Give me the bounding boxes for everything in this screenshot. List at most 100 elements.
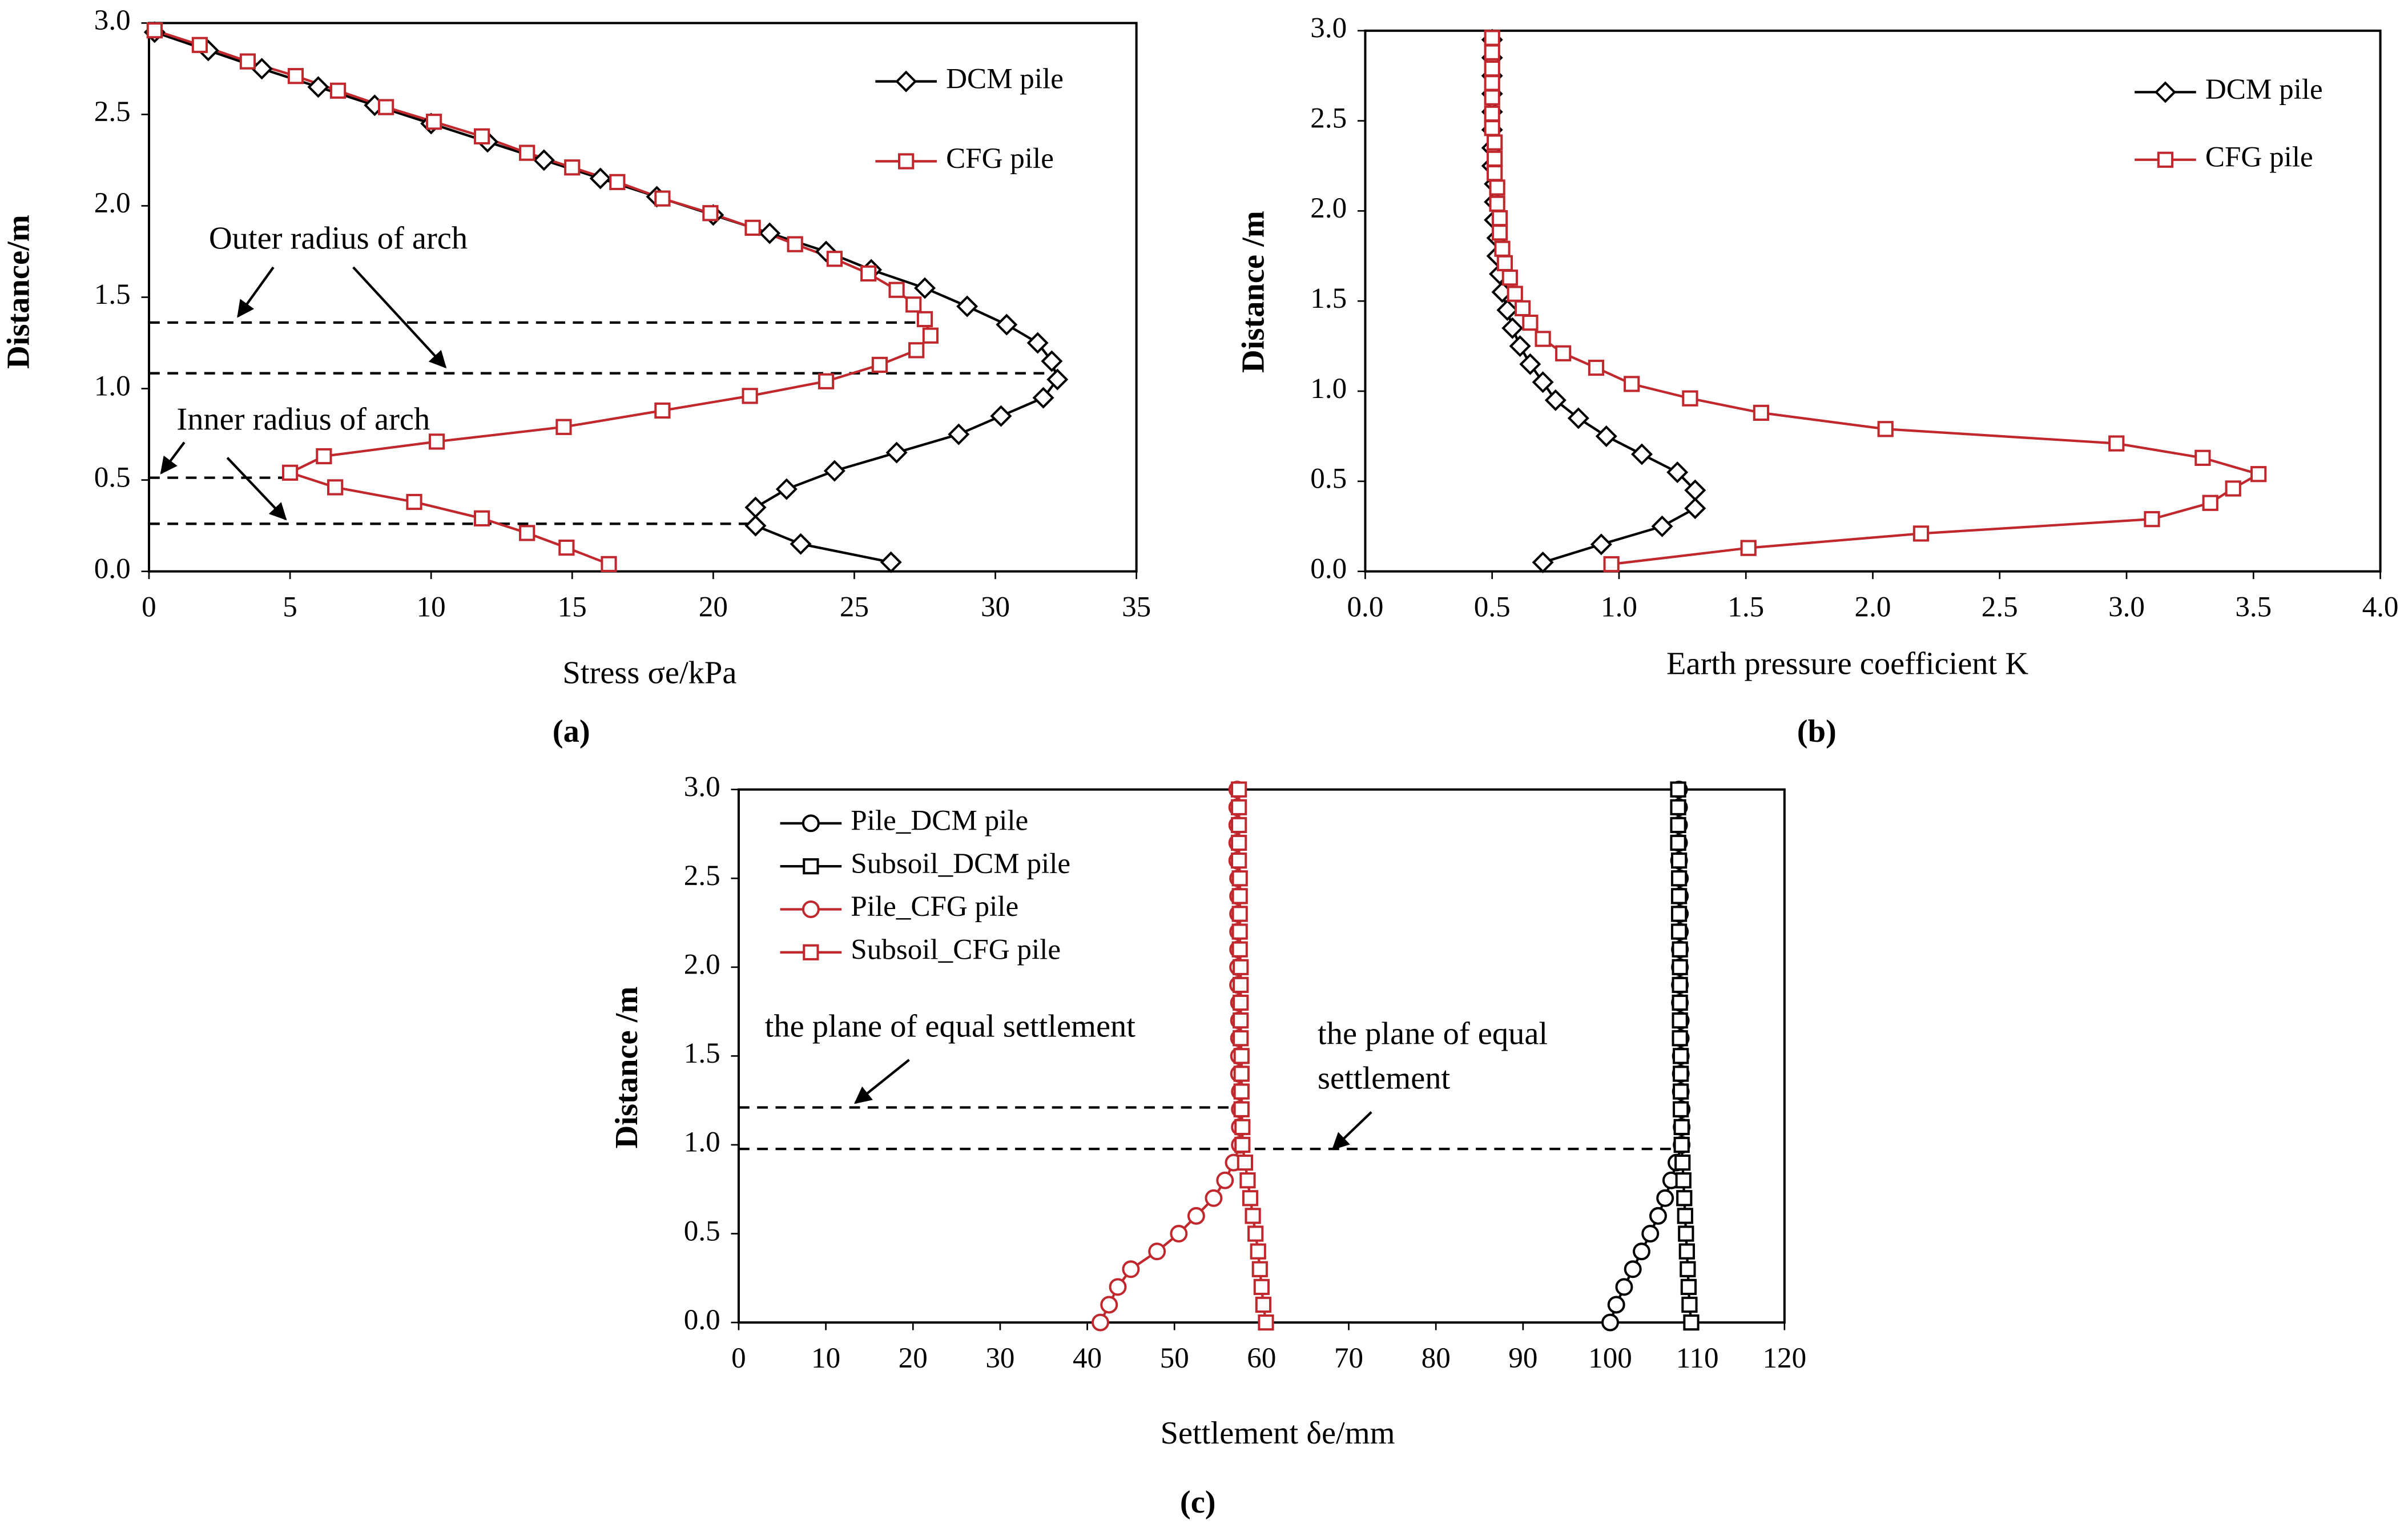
y-axis-label: Distance/m bbox=[1, 215, 37, 369]
point bbox=[654, 402, 671, 419]
point bbox=[1675, 1172, 1692, 1189]
y-tick-label: 2.0 bbox=[684, 948, 720, 981]
y-tick-label: 3.0 bbox=[94, 4, 131, 37]
legend-marker bbox=[898, 153, 915, 170]
point bbox=[1491, 224, 1508, 241]
point bbox=[1507, 286, 1523, 302]
point bbox=[1484, 120, 1500, 136]
y-tick-label: 2.0 bbox=[1310, 192, 1347, 224]
x-tick-label: 100 bbox=[1588, 1342, 1632, 1374]
point bbox=[1233, 1083, 1250, 1100]
point bbox=[1649, 1207, 1667, 1225]
point bbox=[702, 205, 719, 222]
x-tick-label: 2.0 bbox=[1855, 591, 1891, 624]
legend-label: CFG pile bbox=[946, 142, 1054, 175]
x-tick-label: 2.5 bbox=[1982, 591, 2018, 624]
point bbox=[1487, 134, 1503, 151]
point bbox=[329, 82, 347, 99]
point bbox=[1122, 1260, 1140, 1278]
point bbox=[1532, 371, 1554, 393]
point bbox=[1535, 331, 1551, 347]
point bbox=[1109, 1278, 1127, 1296]
point bbox=[1484, 105, 1500, 122]
point bbox=[1670, 888, 1688, 904]
y-tick-label: 0.5 bbox=[94, 461, 131, 493]
point bbox=[1519, 353, 1541, 375]
point bbox=[1251, 1261, 1268, 1277]
point bbox=[1672, 941, 1688, 958]
point bbox=[742, 388, 758, 404]
x-tick-label: 50 bbox=[1160, 1342, 1189, 1374]
point bbox=[1233, 994, 1249, 1011]
point bbox=[1494, 240, 1511, 257]
point bbox=[1672, 976, 1688, 994]
point bbox=[1670, 799, 1686, 815]
y-tick-label: 0.5 bbox=[684, 1215, 720, 1247]
x-tick-label: 90 bbox=[1508, 1342, 1537, 1374]
point bbox=[1672, 994, 1688, 1011]
arrow bbox=[1331, 1111, 1372, 1151]
point bbox=[1641, 1225, 1660, 1243]
reference-lines bbox=[148, 266, 1682, 1151]
chart: 0 10 20 30 40 50 60 70 80 90 100 110 120 0.0 0.5 1.0 1.5… bbox=[609, 770, 1806, 1520]
point bbox=[1255, 1296, 1272, 1313]
point bbox=[1522, 314, 1539, 331]
point bbox=[1681, 1296, 1698, 1313]
point bbox=[922, 327, 939, 344]
legend-marker bbox=[2157, 151, 2174, 168]
point bbox=[406, 493, 422, 510]
point bbox=[1676, 1190, 1693, 1207]
y-tick-label: 3.0 bbox=[1310, 12, 1347, 45]
arrow bbox=[160, 441, 186, 475]
x-tick-label: 120 bbox=[1762, 1342, 1806, 1374]
point bbox=[1484, 75, 1500, 91]
legend-marker bbox=[802, 814, 820, 833]
point bbox=[1489, 195, 1505, 212]
point bbox=[916, 311, 933, 328]
x-tick-label: 3.5 bbox=[2235, 591, 2272, 624]
legend-label: DCM pile bbox=[946, 62, 1064, 95]
point bbox=[860, 265, 877, 282]
y-axis-label: Distance /m bbox=[609, 987, 645, 1149]
y-axis-label: Distance /m bbox=[1235, 211, 1271, 373]
point bbox=[1253, 1278, 1270, 1295]
point bbox=[2225, 480, 2241, 497]
point bbox=[1245, 1208, 1261, 1224]
point bbox=[956, 295, 978, 317]
point bbox=[1233, 1012, 1249, 1029]
y-tick-label: 1.5 bbox=[94, 278, 131, 311]
x-tick-label: 1.5 bbox=[1728, 591, 1764, 624]
point bbox=[1684, 497, 1706, 520]
legend-entry: DCM pile bbox=[2135, 73, 2323, 106]
point bbox=[1673, 1101, 1689, 1117]
point bbox=[823, 460, 845, 482]
point bbox=[1590, 533, 1612, 556]
point bbox=[1231, 834, 1247, 851]
y-tick-label: 1.0 bbox=[94, 369, 131, 402]
point bbox=[1677, 1208, 1693, 1224]
point bbox=[1091, 1313, 1109, 1332]
point bbox=[519, 525, 535, 541]
point bbox=[1233, 1065, 1250, 1082]
point bbox=[589, 167, 611, 190]
point bbox=[1632, 1243, 1650, 1261]
point bbox=[1555, 345, 1572, 361]
x-tick-label: 1.0 bbox=[1601, 591, 1637, 624]
point bbox=[1484, 44, 1500, 61]
point bbox=[239, 53, 256, 70]
point bbox=[1588, 359, 1605, 376]
point bbox=[307, 76, 329, 98]
point bbox=[146, 22, 163, 39]
point bbox=[1670, 870, 1688, 887]
point bbox=[1673, 1048, 1689, 1064]
annotation: Outer radius of arch bbox=[209, 220, 468, 256]
point bbox=[1532, 551, 1554, 573]
point bbox=[1026, 332, 1049, 354]
x-tick-label: 80 bbox=[1422, 1342, 1451, 1374]
point bbox=[428, 433, 445, 450]
point bbox=[654, 190, 671, 207]
point bbox=[1234, 1136, 1251, 1153]
point bbox=[1242, 1190, 1259, 1207]
point bbox=[601, 556, 617, 572]
